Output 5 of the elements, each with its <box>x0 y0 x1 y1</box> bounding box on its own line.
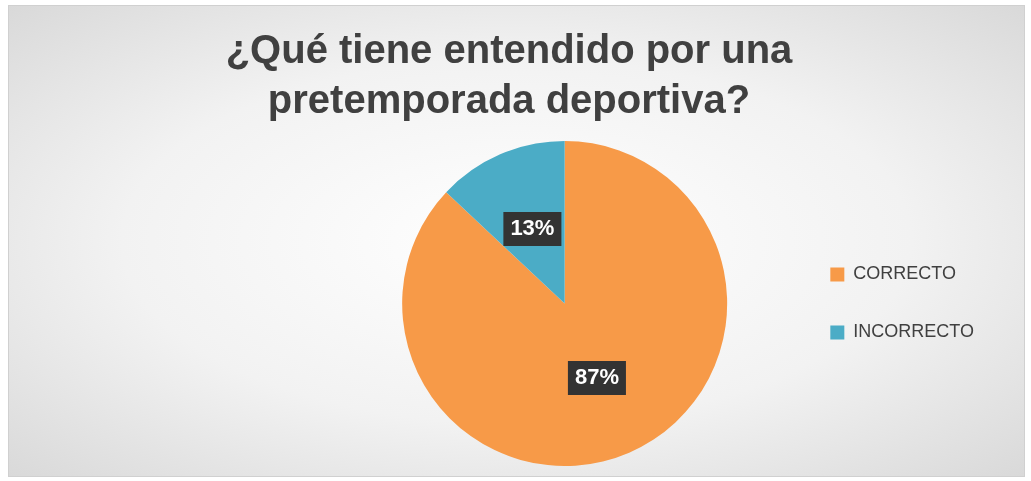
data-label: 87% <box>574 364 619 390</box>
legend-label: CORRECTO <box>853 263 957 284</box>
data-label: 13% <box>510 214 555 240</box>
chart-title: ¿Qué tiene entendido por una pretemporada deportiva? <box>224 26 794 123</box>
legend-label: INCORRECTO <box>853 321 975 342</box>
